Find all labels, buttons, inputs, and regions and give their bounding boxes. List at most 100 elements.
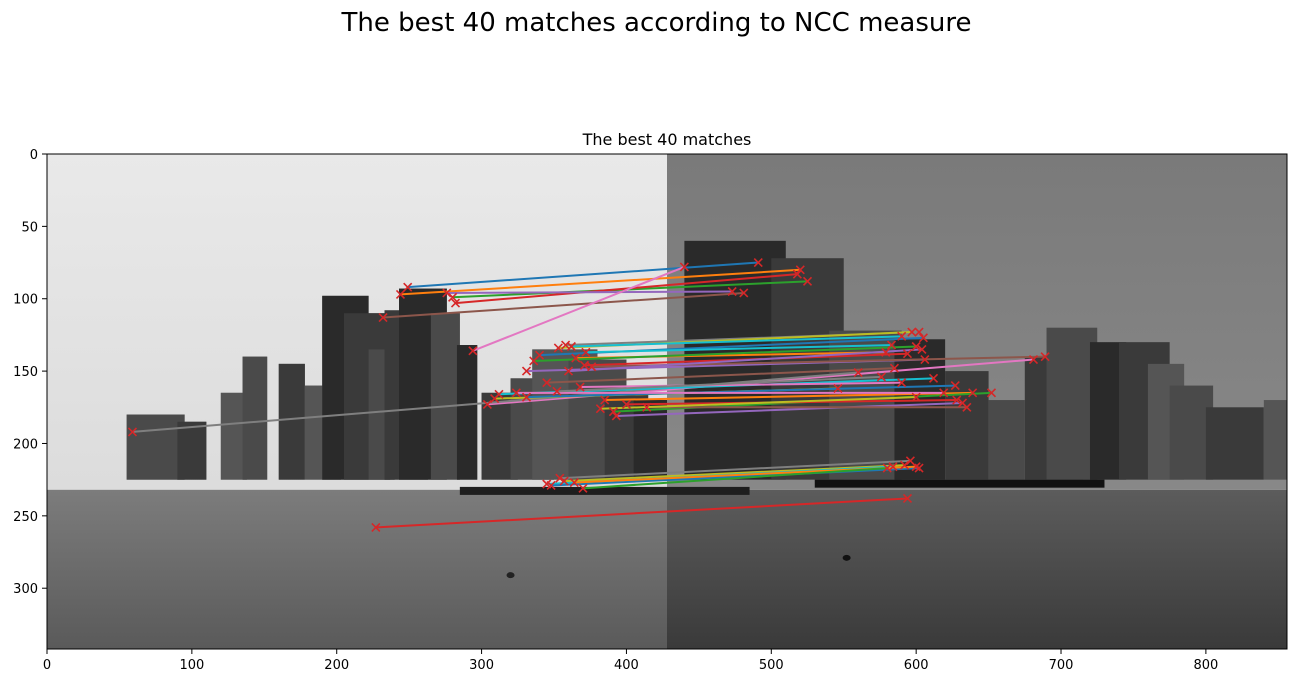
marker-stroke: [1040, 352, 1050, 362]
dock-left: [459, 486, 750, 495]
match-point-left: [468, 346, 478, 356]
axes-frame: [46, 153, 1288, 650]
match-line: [556, 375, 882, 393]
match-point-right: [902, 493, 913, 504]
match-point-left: [571, 353, 581, 363]
match-markers: [127, 257, 1050, 532]
match-point-left: [559, 476, 569, 486]
match-point-right: [876, 372, 886, 382]
marker-stroke: [552, 386, 562, 396]
marker-stroke: [403, 282, 413, 292]
marker-stroke: [600, 395, 610, 405]
match-point-right: [897, 378, 907, 388]
marker-stroke: [521, 366, 532, 376]
match-point-left: [563, 366, 574, 376]
building: [633, 400, 667, 480]
match-point-left: [595, 404, 605, 414]
marker-stroke: [482, 399, 492, 409]
marker-stroke: [986, 388, 997, 398]
marker-stroke: [553, 343, 563, 353]
marker-stroke: [917, 344, 927, 354]
match-point-left: [552, 386, 562, 396]
match-point-left: [578, 483, 588, 493]
y-tick-label: 100: [13, 293, 38, 308]
match-line: [585, 344, 892, 354]
marker-stroke: [905, 456, 915, 466]
match-point-right: [952, 395, 962, 405]
marker-stroke: [950, 381, 960, 391]
match-point-left: [395, 289, 406, 299]
marker-stroke: [957, 398, 968, 408]
match-line: [564, 464, 905, 483]
marker-stroke: [853, 367, 863, 378]
match-point-right: [950, 381, 960, 391]
marker-stroke: [581, 347, 591, 357]
marker-stroke: [448, 292, 458, 302]
match-line: [571, 335, 902, 348]
match-line: [455, 273, 798, 305]
match-line: [568, 348, 923, 373]
match-point-left: [546, 480, 556, 491]
match-line: [446, 290, 733, 294]
marker-stroke: [1028, 354, 1039, 365]
marker-stroke: [914, 327, 924, 337]
match-point-left: [448, 292, 458, 302]
match-line: [383, 291, 744, 319]
match-line: [559, 459, 911, 480]
match-line: [580, 381, 902, 389]
building: [988, 400, 1025, 480]
x-tick-label: 200: [324, 658, 349, 673]
match-point-right: [889, 363, 899, 373]
match-line: [400, 268, 801, 296]
match-point-right: [739, 288, 749, 298]
marker-stroke: [563, 366, 574, 376]
buoy-left: [506, 572, 515, 579]
marker-stroke: [559, 476, 569, 486]
match-point-right: [1028, 354, 1039, 365]
match-point-right: [939, 388, 949, 398]
match-point-right: [853, 367, 863, 378]
marker-stroke: [529, 356, 539, 366]
match-point-right: [911, 392, 921, 402]
marker-stroke: [900, 460, 910, 470]
building: [456, 345, 478, 480]
match-point-right: [907, 327, 917, 337]
match-point-left: [403, 282, 413, 292]
match-point-left: [378, 312, 388, 323]
match-lines: [132, 261, 1046, 529]
marker-stroke: [468, 346, 478, 356]
match-point-left: [600, 395, 610, 405]
marker-stroke: [897, 331, 907, 341]
marker-stroke: [571, 353, 581, 363]
match-point-left: [566, 341, 576, 352]
match-point-right: [986, 388, 997, 398]
marker-stroke: [595, 404, 605, 414]
building: [1205, 407, 1264, 480]
match-point-left: [494, 389, 504, 399]
match-point-right: [1040, 352, 1050, 362]
marker-stroke: [494, 389, 504, 399]
match-line: [407, 261, 759, 289]
marker-stroke: [579, 360, 589, 370]
match-point-right: [802, 276, 813, 286]
x-tick-label: 600: [904, 658, 929, 673]
marker-stroke: [897, 378, 907, 388]
match-point-left: [442, 288, 452, 298]
marker-stroke: [569, 477, 579, 488]
marker-stroke: [907, 327, 917, 337]
match-point-right: [917, 344, 927, 354]
match-point-left: [587, 362, 597, 372]
match-line: [533, 345, 917, 362]
dock-right: [814, 479, 1105, 488]
match-point-left: [569, 477, 579, 488]
marker-stroke: [739, 288, 749, 298]
match-point-left: [575, 382, 585, 392]
x-tick-label: 400: [614, 658, 639, 673]
marker-stroke: [546, 480, 556, 491]
marker-stroke: [753, 257, 763, 268]
buoy-right: [842, 554, 851, 561]
marker-stroke: [833, 383, 843, 394]
match-point-right: [928, 373, 939, 383]
y-tick-label: 300: [13, 582, 38, 597]
match-point-right: [886, 340, 897, 350]
